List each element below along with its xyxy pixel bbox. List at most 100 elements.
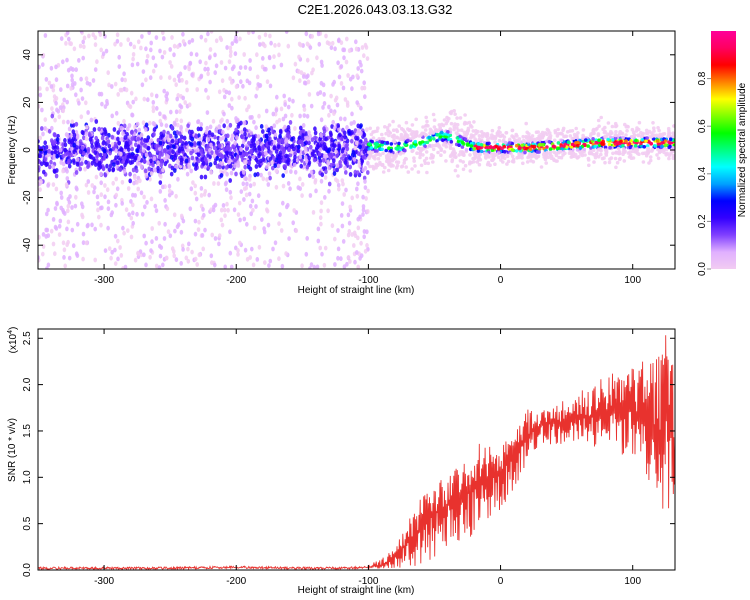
snr-y-scale-factor: (x104) <box>7 327 19 354</box>
spectrogram-cell <box>214 63 219 69</box>
spectrogram-cell <box>93 67 98 72</box>
spectrogram-cell <box>148 120 152 126</box>
spectrogram-cell <box>234 171 238 177</box>
spectrogram-cell <box>619 139 623 144</box>
spectrogram-cell <box>242 120 247 126</box>
spectrogram-cell <box>115 186 120 192</box>
spectrogram-cell <box>551 157 556 161</box>
spectrogram-cell <box>667 129 671 133</box>
spectrogram-cell <box>298 176 302 182</box>
spectrogram-cell <box>206 31 210 37</box>
spectrogram-cell <box>361 154 366 160</box>
spectrogram-cell <box>259 172 263 178</box>
spectrogram-cell <box>185 147 190 153</box>
spectrogram-cell <box>520 143 524 148</box>
spectrogram-cell <box>58 218 63 224</box>
spectrogram-cell <box>148 254 152 260</box>
spectrogram-cell <box>488 136 493 140</box>
spectrogram-cell <box>339 256 343 262</box>
spectrogram-cell <box>653 144 657 148</box>
spectrogram-cell <box>356 66 361 71</box>
spectrogram-cell <box>65 151 70 156</box>
spectrogram-cell <box>136 136 141 142</box>
spectrogram-cell <box>522 138 526 143</box>
spectrogram-cell <box>256 134 261 139</box>
spectrogram-cell <box>194 162 198 168</box>
spectrogram-cell <box>194 196 199 202</box>
spectrogram-cell <box>49 228 54 234</box>
spectrogram-cell <box>442 150 447 154</box>
spectrogram-cell <box>179 126 183 131</box>
spectrogram-cell <box>277 256 281 262</box>
spectrogram-cell <box>614 151 618 155</box>
spectrogram-cell <box>51 217 56 222</box>
spectrogram-cell <box>309 262 314 268</box>
spectrogram-cell <box>339 136 344 141</box>
spectrogram-cell <box>69 152 73 158</box>
spectrogram-cell <box>251 31 255 35</box>
spectrogram-cell <box>230 41 235 46</box>
spectrogram-cell <box>595 151 599 155</box>
spectrogram-cell <box>81 240 86 246</box>
spectrogram-cell <box>204 129 209 135</box>
spectrogram-cell <box>600 156 605 161</box>
spectrogram-cell <box>361 167 366 173</box>
spectrogram-cell <box>249 149 253 155</box>
spectrogram-cell <box>432 137 436 141</box>
spectrogram-cell <box>187 66 191 72</box>
spectrogram-cell <box>479 149 484 154</box>
spectrogram-cell <box>164 148 169 154</box>
spectrogram-cell <box>267 171 272 177</box>
spectrogram-cell <box>541 152 546 157</box>
spectrogram-cell <box>616 146 621 151</box>
spectrogram-x-tick-label: -300 <box>94 275 114 286</box>
spectrogram-cell <box>256 193 261 199</box>
spectrogram-cell <box>331 119 336 125</box>
spectrogram-cell <box>193 231 198 237</box>
spectrogram-cell <box>149 138 154 144</box>
spectrogram-cell <box>172 212 177 218</box>
spectrogram-cell <box>50 125 54 131</box>
spectrogram-cell <box>460 140 465 145</box>
spectrogram-cell <box>70 139 74 145</box>
spectrogram-cell <box>251 154 256 160</box>
spectrogram-cell <box>142 96 147 102</box>
spectrogram-cell <box>81 130 86 136</box>
spectrogram-cell <box>614 165 618 170</box>
spectrogram-cell <box>341 85 346 91</box>
spectrogram-cell <box>645 146 650 151</box>
spectrogram-cell <box>38 167 41 173</box>
spectrogram-cell <box>322 142 327 147</box>
spectrogram-cell <box>144 127 148 132</box>
spectrogram-cell <box>422 159 427 163</box>
spectrogram-cell <box>247 80 252 86</box>
spectrogram-cell <box>166 137 171 143</box>
spectrogram-cell <box>448 127 453 131</box>
spectrogram-cell <box>530 134 535 138</box>
spectrogram-cell <box>633 144 638 148</box>
spectrogram-cell <box>361 144 366 150</box>
spectrogram-cell <box>70 82 75 88</box>
spectrogram-cell <box>286 125 291 130</box>
spectrogram-cell <box>263 32 268 38</box>
spectrogram-cell <box>359 253 364 259</box>
spectrogram-cell <box>203 156 208 162</box>
spectrogram-cell <box>213 160 217 166</box>
spectrogram-cell <box>203 174 208 180</box>
spectrogram-cell <box>278 212 282 218</box>
spectrogram-cell <box>549 154 554 159</box>
spectrogram-cell <box>572 132 577 137</box>
spectrogram-cell <box>570 142 575 147</box>
spectrogram-cell <box>69 66 73 71</box>
spectrogram-cell <box>59 87 63 92</box>
spectrogram-cell <box>432 125 437 129</box>
spectrogram-cell <box>178 103 182 109</box>
spectrogram-cell <box>575 148 580 152</box>
spectrogram-cell <box>242 127 247 132</box>
spectrogram-cell <box>211 118 216 124</box>
spectrogram-cell <box>207 192 211 198</box>
spectrogram-cell <box>636 127 641 132</box>
spectrogram-cell <box>139 190 144 196</box>
spectrogram-cell <box>58 147 63 153</box>
spectrogram-cell <box>622 159 627 163</box>
